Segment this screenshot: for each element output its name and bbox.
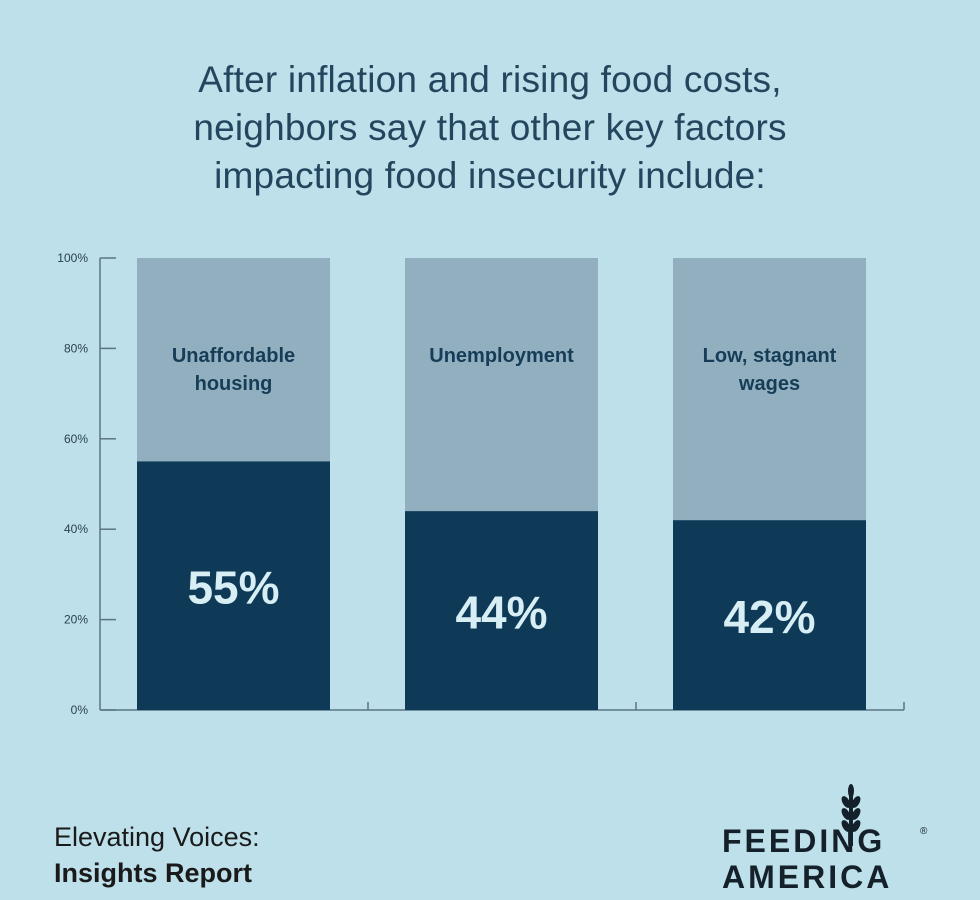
bar-category-label: wages <box>738 373 800 395</box>
logo-line-1: FEEDING <box>722 823 885 859</box>
bar <box>405 511 598 710</box>
title-line-2: neighbors say that other key factors <box>193 107 787 148</box>
bar-remainder <box>405 258 598 512</box>
bar-value-label: 55% <box>187 562 279 614</box>
bar <box>673 520 866 710</box>
y-tick-label: 40% <box>64 522 88 536</box>
chart-title: After inflation and rising food costs, n… <box>0 56 980 200</box>
logo-line-2: AMERICA <box>722 859 892 894</box>
bar-category-label: housing <box>195 373 273 395</box>
bar-remainder <box>137 258 330 462</box>
bar <box>137 461 330 710</box>
report-subtitle: Elevating Voices: <box>54 822 260 852</box>
bar-category-label: Low, stagnant <box>703 345 837 367</box>
title-line-3: impacting food insecurity include: <box>214 155 766 196</box>
title-line-1: After inflation and rising food costs, <box>198 59 782 100</box>
bar-category-label: Unaffordable <box>172 345 295 367</box>
y-tick-label: 100% <box>57 251 88 265</box>
feeding-america-logo: FEEDING ® AMERICA <box>722 784 928 894</box>
bar-category-label: Unemployment <box>429 345 574 367</box>
y-tick-label: 80% <box>64 341 88 355</box>
y-tick-label: 60% <box>64 432 88 446</box>
bar-value-label: 42% <box>723 591 815 643</box>
wheat-icon <box>841 784 861 846</box>
report-name: Insights Report <box>54 858 253 888</box>
y-tick-label: 0% <box>71 703 89 717</box>
bar-remainder <box>673 258 866 521</box>
bar-value-label: 44% <box>455 587 547 639</box>
y-tick-label: 20% <box>64 613 88 627</box>
logo-registered-mark: ® <box>920 826 928 837</box>
bar-chart: 0% 20% 40% 60% 80% 100% Unaffordable housing 55%… <box>57 251 905 717</box>
